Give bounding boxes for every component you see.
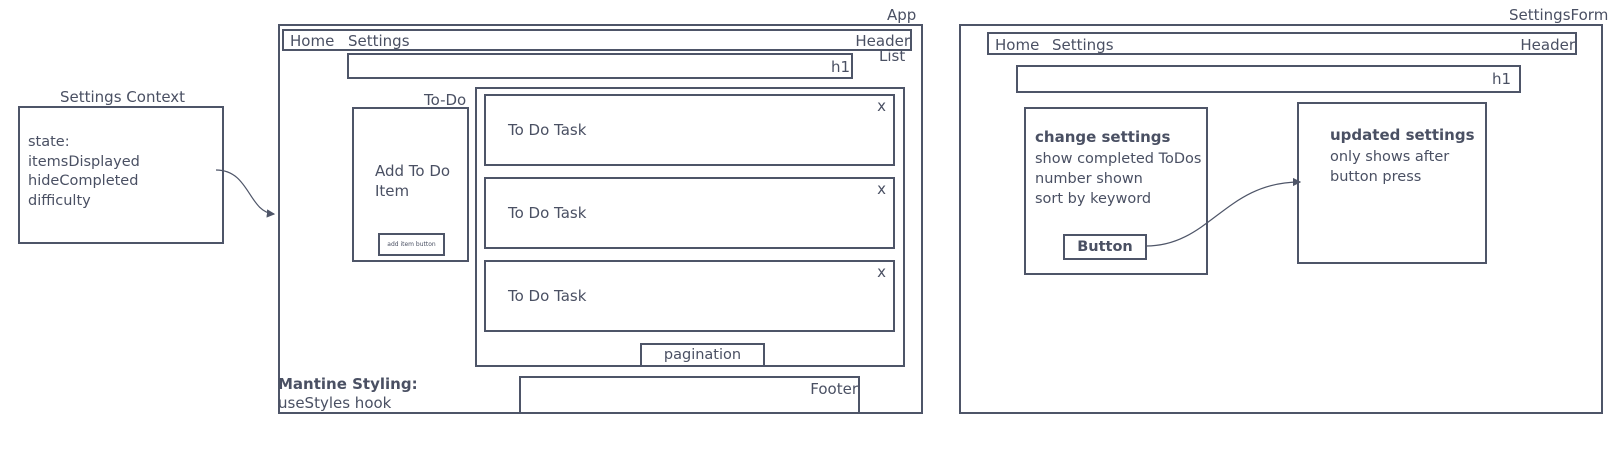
add-item-button[interactable]: add item button — [378, 233, 445, 256]
settings-context-title: Settings Context — [60, 88, 186, 106]
list-label: List — [879, 47, 906, 65]
nav-settings[interactable]: Settings — [348, 32, 410, 50]
pagination[interactable]: pagination — [640, 343, 765, 367]
add-todo-text: Add To Do Item — [375, 162, 451, 200]
updated-settings-box: updated settings only shows after button… — [1297, 102, 1487, 264]
styling-text: useStyles hook — [278, 394, 392, 412]
todo-label: To-Do — [424, 91, 467, 109]
task-text-1: To Do Task — [508, 121, 587, 139]
h1-label: h1 — [1491, 70, 1511, 88]
close-icon[interactable]: x — [877, 180, 886, 198]
nav-settings[interactable]: Settings — [1052, 36, 1114, 54]
task-text-3: To Do Task — [508, 287, 587, 305]
context-to-app-arrow — [215, 169, 276, 218]
app-footer: Footer — [519, 376, 860, 414]
nav-home[interactable]: Home — [290, 32, 335, 50]
change-settings-options: show completed ToDos number shown sort b… — [1035, 151, 1202, 207]
update-button[interactable]: Button — [1063, 234, 1147, 260]
task-text-2: To Do Task — [508, 204, 587, 222]
updated-settings-text: only shows after button press — [1330, 149, 1450, 185]
close-icon[interactable]: x — [877, 97, 886, 115]
change-settings-box: change settings show completed ToDos num… — [1024, 107, 1208, 275]
app-h1: h1 — [347, 53, 853, 79]
todo-box: Add To Do Item add item button — [352, 107, 469, 262]
updated-settings-title: updated settings — [1330, 126, 1475, 144]
app-label: App — [887, 6, 917, 24]
settings-form-header: Home Settings Header — [987, 32, 1577, 55]
nav-home[interactable]: Home — [995, 36, 1040, 54]
h1-label: h1 — [830, 58, 850, 76]
header-label: Header — [855, 32, 910, 50]
settings-form-box — [959, 24, 1603, 414]
list-box: To Do Task x To Do Task x To Do Task x p… — [475, 87, 905, 367]
task-card-3[interactable]: To Do Task x — [484, 260, 895, 332]
task-card-2[interactable]: To Do Task x — [484, 177, 895, 249]
settings-form-label: SettingsForm — [1509, 6, 1609, 24]
app-header: Home Settings Header — [282, 29, 912, 51]
close-icon[interactable]: x — [877, 263, 886, 281]
task-card-1[interactable]: To Do Task x — [484, 94, 895, 166]
styling-title: Mantine Styling: — [278, 375, 418, 393]
footer-label: Footer — [810, 380, 858, 398]
header-label: Header — [1520, 36, 1575, 54]
settings-context-box: state: itemsDisplayed hideCompleted diff… — [18, 106, 224, 244]
settings-form-h1: h1 — [1016, 65, 1521, 93]
settings-context-state: state: itemsDisplayed hideCompleted diff… — [28, 134, 140, 209]
change-settings-title: change settings — [1035, 128, 1171, 146]
button-to-updated-arrow — [1145, 177, 1302, 247]
